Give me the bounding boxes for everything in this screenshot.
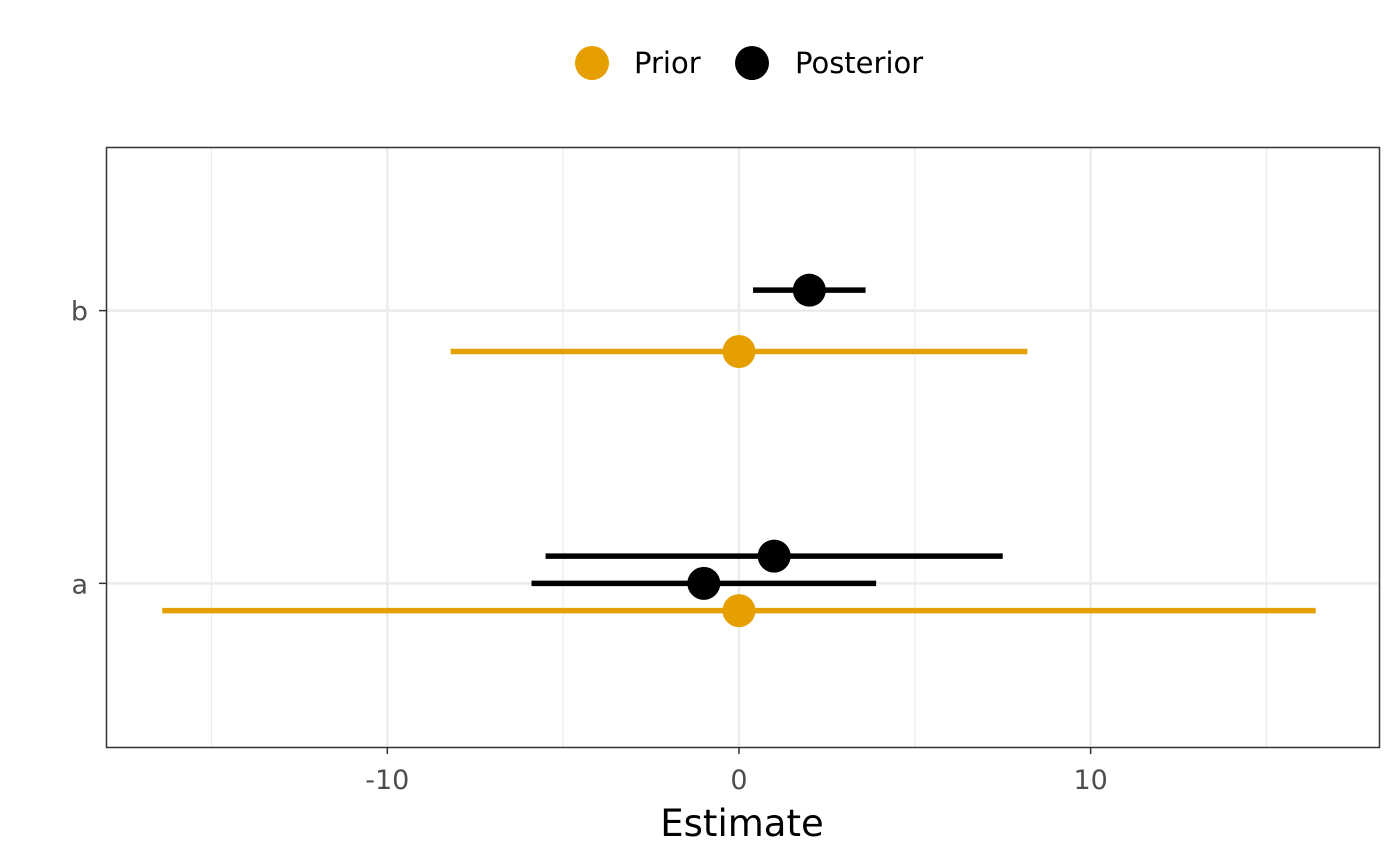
x-tick-label: 10 xyxy=(1073,765,1107,796)
panel-background xyxy=(106,147,1379,747)
interval-prior-a xyxy=(162,594,1316,628)
interval-point xyxy=(722,594,756,628)
y-tick-label: b xyxy=(71,297,88,328)
interval-point xyxy=(792,273,826,307)
interval-posterior-b xyxy=(753,273,866,307)
legend-entry-prior: Prior xyxy=(575,46,701,80)
interval-point xyxy=(687,566,721,600)
gridlines xyxy=(106,147,1379,747)
y-tick-label: a xyxy=(71,569,88,600)
interval-posterior-a xyxy=(531,566,877,600)
x-tick-label: 0 xyxy=(730,765,747,796)
interval-posterior-a xyxy=(545,539,1003,573)
legend-prior-label: Prior xyxy=(634,46,701,80)
legend-posterior-label: Posterior xyxy=(795,46,923,80)
interval-prior-b xyxy=(450,335,1028,369)
interval-point xyxy=(757,539,791,573)
x-axis-title: Estimate xyxy=(660,802,823,845)
legend: Prior Posterior xyxy=(575,46,923,80)
axes: -10 0 10 a b xyxy=(71,297,1108,796)
interval-point xyxy=(722,335,756,369)
legend-posterior-key-point xyxy=(735,46,769,80)
legend-entry-posterior: Posterior xyxy=(735,46,923,80)
interval-marks xyxy=(162,273,1316,628)
panel-border xyxy=(105,146,1381,749)
x-tick-label: -10 xyxy=(365,765,409,796)
legend-prior-key-point xyxy=(575,46,609,80)
